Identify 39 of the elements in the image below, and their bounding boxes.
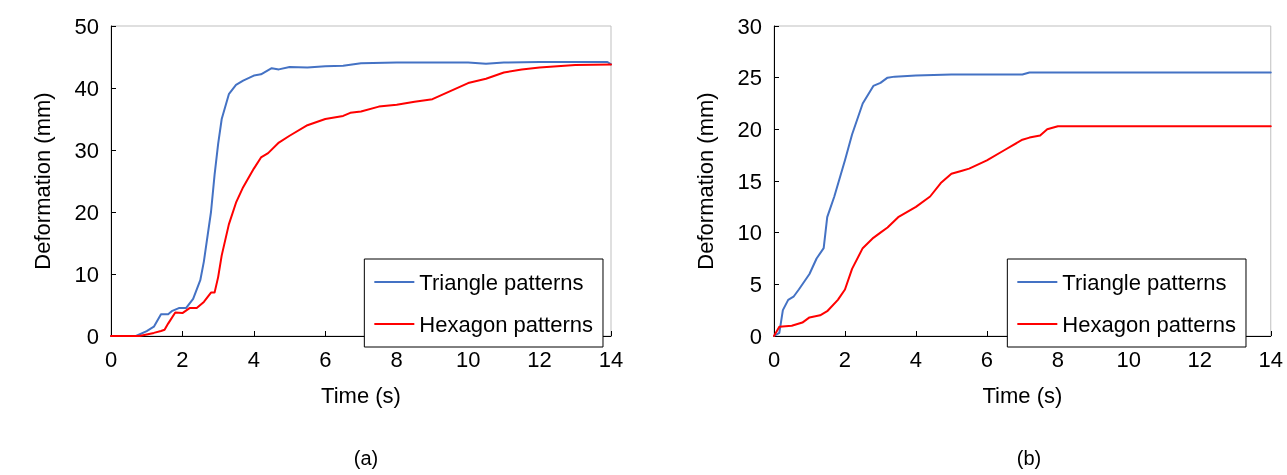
y-tick-label: 25	[737, 65, 762, 91]
legend-label: Triangle patterns	[1062, 269, 1227, 295]
x-axis-title: Time (s)	[982, 382, 1063, 408]
y-tick-label: 30	[74, 137, 99, 163]
x-tick-label: 14	[598, 346, 624, 372]
y-tick-label: 20	[74, 199, 99, 225]
y-tick-label: 40	[74, 75, 99, 101]
legend-label: Hexagon patterns	[419, 311, 593, 337]
x-tick-label: 12	[527, 346, 552, 372]
x-tick-label: 8	[390, 346, 403, 372]
x-tick-label: 0	[104, 346, 118, 372]
x-tick-label: 6	[319, 346, 332, 372]
text: (b)	[1016, 447, 1042, 469]
y-tick-label: 50	[74, 13, 99, 39]
y-tick-label: 15	[737, 168, 762, 194]
x-tick-label: 4	[909, 346, 923, 372]
legend-label: Triangle patterns	[419, 269, 584, 295]
y-tick-label: 10	[74, 261, 99, 287]
x-tick-label: 2	[176, 346, 189, 372]
x-tick-label: 2	[838, 346, 852, 372]
y-tick-label: 0	[749, 323, 762, 349]
x-tick-label: 12	[1187, 346, 1213, 372]
y-tick-label: 20	[737, 116, 762, 142]
y-axis-title: Deformation (mm)	[29, 92, 55, 270]
x-tick-label: 14	[1258, 346, 1284, 372]
y-tick-label: 0	[86, 323, 99, 349]
text: (a)	[353, 447, 379, 469]
legend-label: Hexagon patterns	[1062, 311, 1236, 337]
x-tick-label: 10	[455, 346, 481, 372]
y-tick-label: 10	[737, 220, 762, 246]
x-axis-title: Time (s)	[321, 382, 401, 408]
y-axis-title: Deformation (mm)	[692, 92, 718, 270]
y-tick-label: 30	[737, 13, 762, 39]
x-tick-label: 10	[1116, 346, 1142, 372]
x-tick-label: 4	[247, 346, 260, 372]
x-tick-label: 6	[980, 346, 994, 372]
x-tick-label: 8	[1051, 346, 1064, 372]
x-tick-label: 0	[767, 346, 781, 372]
y-tick-label: 5	[749, 271, 762, 297]
